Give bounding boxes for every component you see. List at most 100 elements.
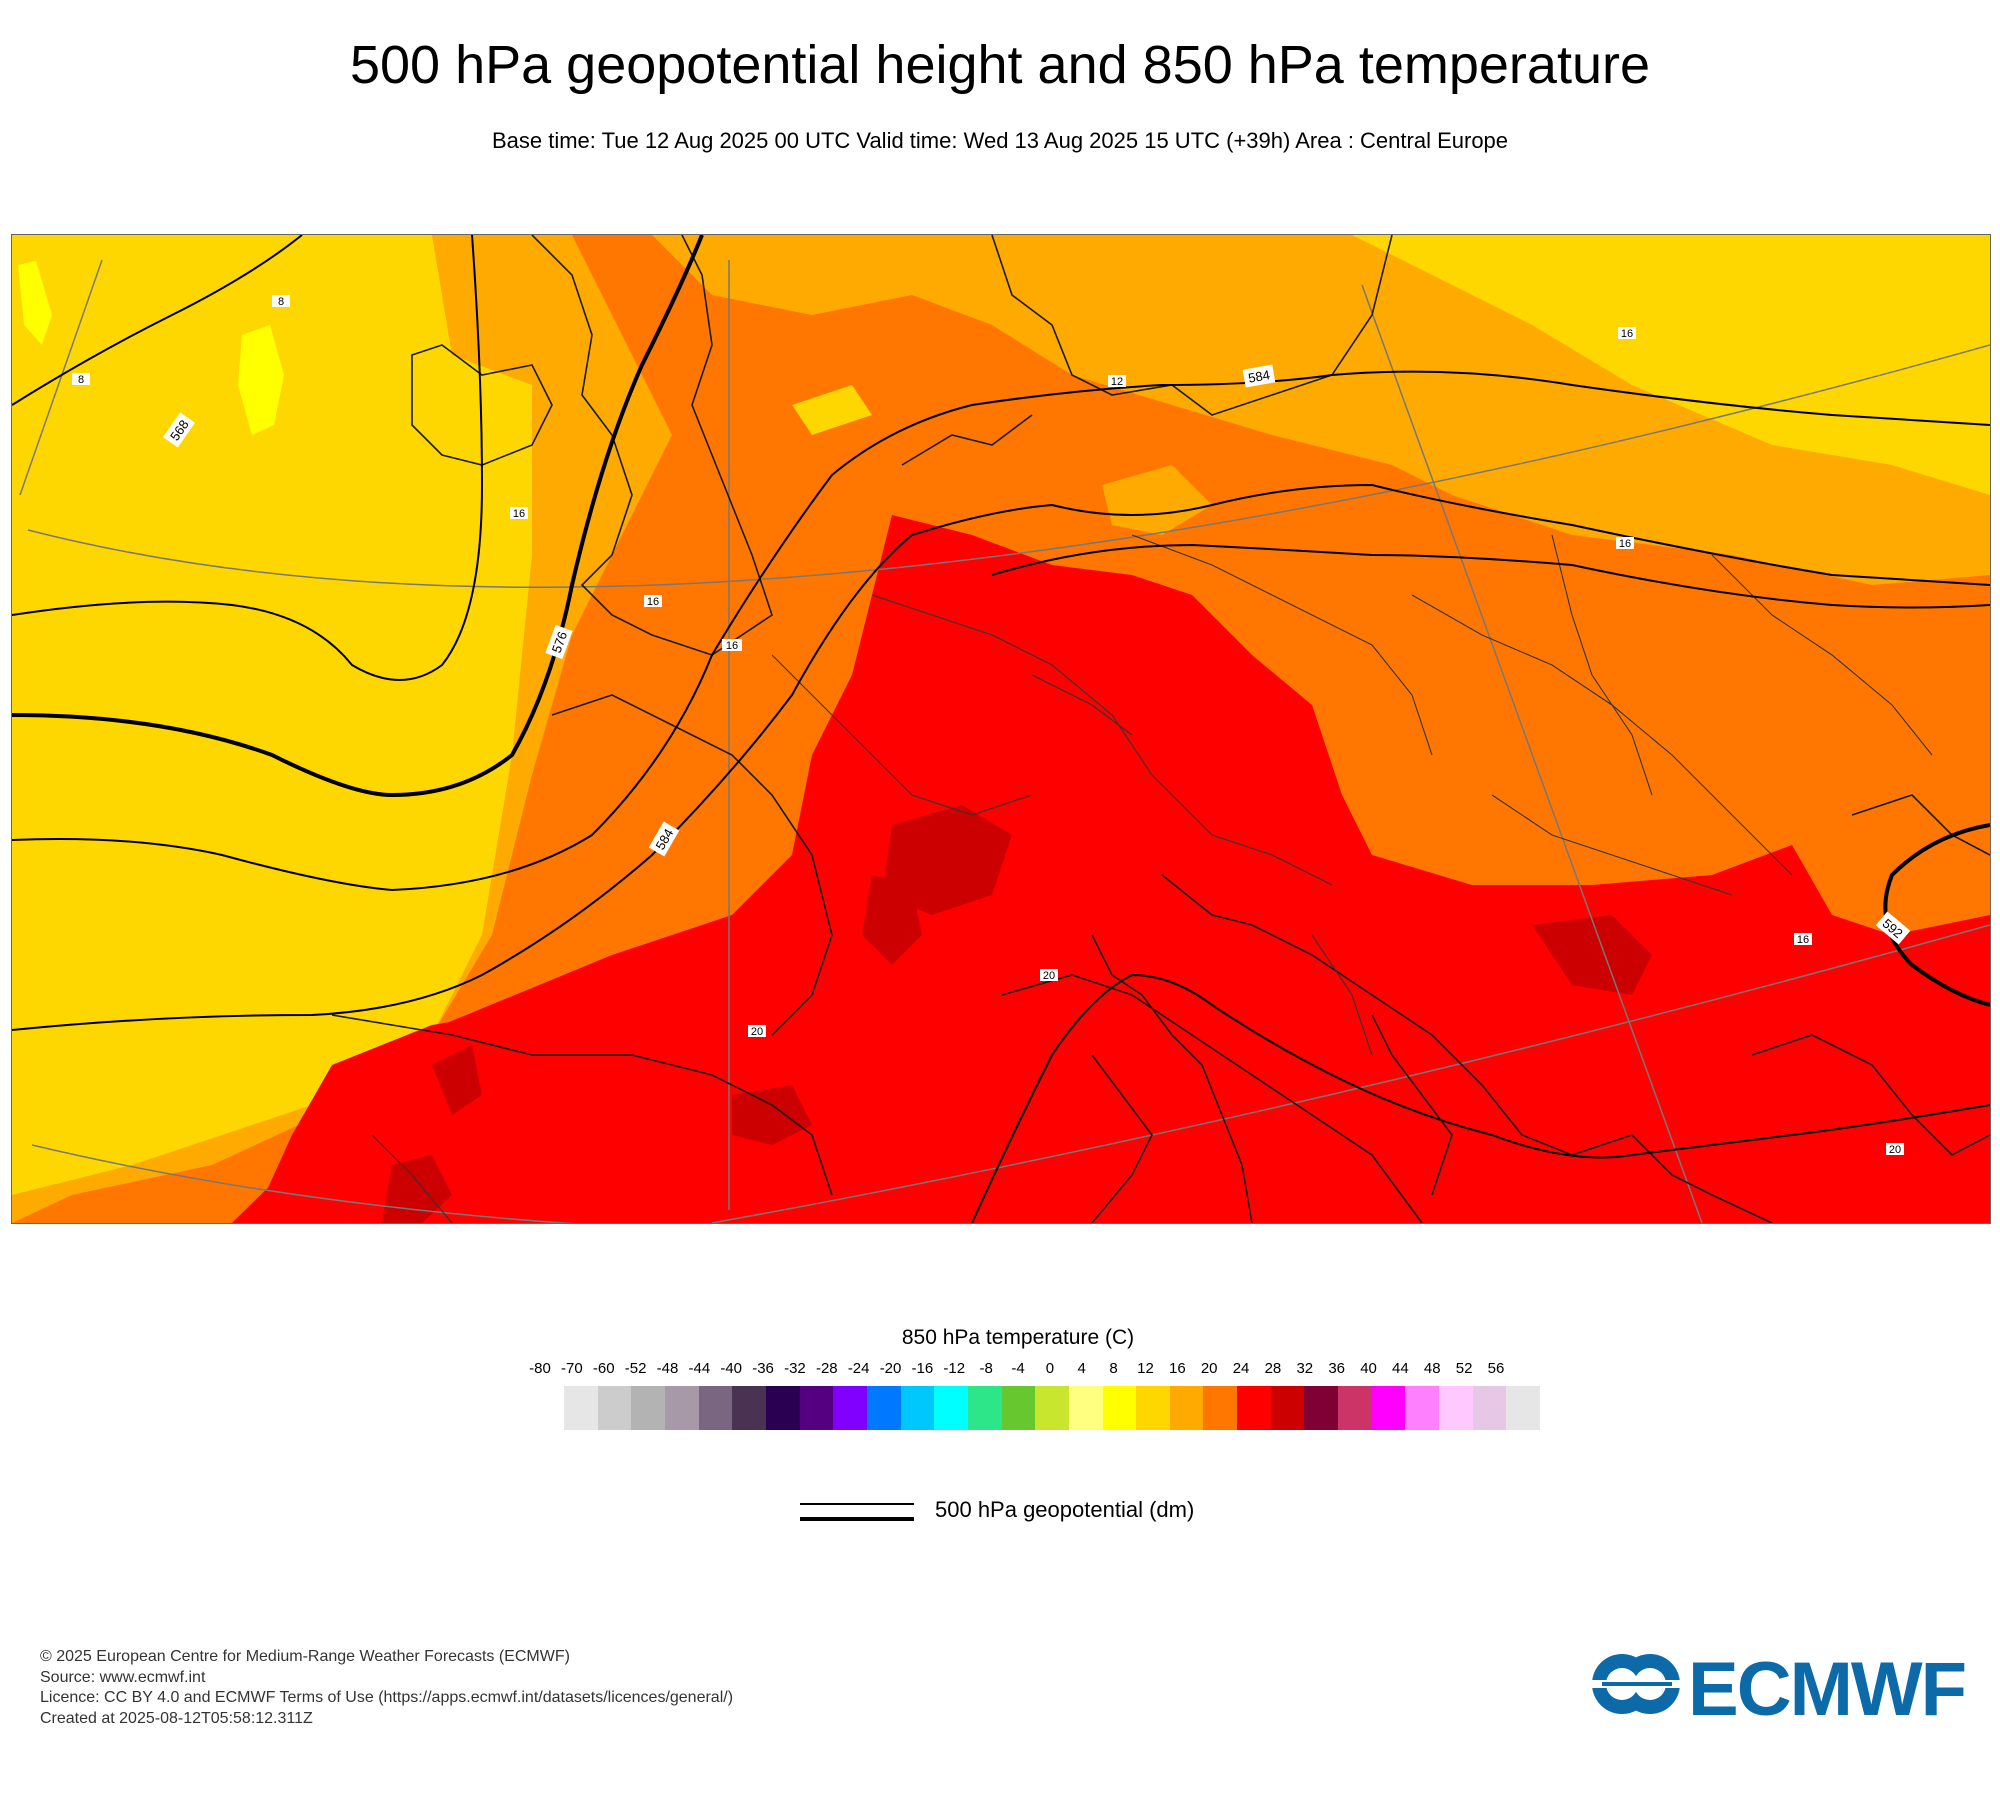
colorbar-tick-label: -48 (656, 1360, 679, 1377)
footer-credits: © 2025 European Centre for Medium-Range … (40, 1647, 733, 1729)
colorbar-tick-label: -52 (624, 1360, 647, 1377)
isotherm-label-20b: 20 (751, 1026, 763, 1038)
colorbar-tick-label: -36 (752, 1360, 774, 1377)
colorbar-tick-label: -32 (784, 1360, 806, 1377)
isotherm-label-8a: 8 (78, 374, 84, 386)
contour-584-mid (991, 543, 1990, 609)
isotherm-label-16c: 16 (726, 640, 738, 652)
colorbar-tick-label: 48 (1423, 1360, 1441, 1377)
coastlines (331, 235, 1990, 1223)
colorbar-swatch (732, 1386, 766, 1430)
colorbar-tick-label: -60 (592, 1360, 615, 1377)
temp-field-12-16-blob (1102, 465, 1212, 535)
colorbar-tick-label: -16 (911, 1360, 934, 1377)
contour-label-584a: 584 (1247, 367, 1271, 386)
chart-title: 500 hPa geopotential height and 850 hPa … (349, 35, 1650, 95)
colorbar-swatch (1338, 1386, 1372, 1430)
isotherm-label-16b: 16 (647, 596, 659, 608)
colorbar-swatch (934, 1386, 968, 1430)
colorbar-tick-label: 32 (1296, 1360, 1314, 1377)
colorbar-swatch (631, 1386, 665, 1430)
temp-field-8-12-blob (792, 385, 872, 435)
contour-592 (971, 973, 1990, 1223)
colorbar-tick-label: 0 (1045, 1360, 1055, 1377)
isotherm-labels: 8 8 16 16 16 16 12 16 16 20 20 20 (72, 295, 1904, 1156)
colorbar-tick-label: -70 (561, 1360, 583, 1377)
footer-created: Created at 2025-08-12T05:58:12.311Z (40, 1709, 313, 1727)
colorbar-tick-label: 24 (1232, 1360, 1250, 1377)
isotherm-label-20a: 20 (1043, 970, 1055, 982)
temp-field-4-8-patch2 (18, 261, 52, 345)
colorbar-swatch (597, 1386, 632, 1430)
colorbar-tick-label: -4 (1011, 1360, 1025, 1377)
colorbar-swatch (866, 1386, 901, 1430)
temp-field-8-12-east (1352, 235, 1990, 495)
isotherm-label-16a: 16 (513, 508, 525, 520)
contour-576 (12, 235, 704, 798)
temp-field-24-28-france (862, 875, 922, 965)
footer-licence: Licence: CC BY 4.0 and ECMWF Terms of Us… (40, 1689, 734, 1706)
colorbar-swatch (664, 1386, 699, 1430)
colorbar-tick-labels: -80 -70 -60 -52 -48 -44 -40 -36 -32 -28 -24 -20 -16-… (529, 1360, 1506, 1380)
colorbar-swatch (1136, 1386, 1170, 1430)
colorbar-swatch (799, 1386, 834, 1430)
temp-field-24-28-alps (882, 805, 1012, 915)
colorbar-tick-label: 56 (1487, 1360, 1505, 1377)
colorbar-swatch (1068, 1386, 1103, 1430)
colorbar-tick-label: 8 (1109, 1360, 1118, 1377)
colorbar-tick-label: -20 (879, 1360, 902, 1377)
contour-584 (12, 483, 1990, 1031)
contour-576b (12, 370, 1990, 892)
ecmwf-logo-mark (1590, 1654, 1682, 1714)
footer-copyright: © 2025 European Centre for Medium-Range … (40, 1648, 570, 1665)
isotherm-label-8b: 8 (278, 296, 284, 308)
ecmwf-logo-text: ECMWF (1688, 1647, 1967, 1732)
contour-label-576: 576 (549, 629, 571, 655)
colorbar-tick-label: 52 (1455, 1360, 1473, 1377)
isotherm-label-12: 16 (1621, 328, 1633, 340)
colorbar-tick-label: 4 (1077, 1360, 1086, 1377)
colorbar-swatch (900, 1386, 935, 1430)
footer-source: Source: www.ecmwf.int (40, 1668, 206, 1686)
colorbar-tick-label: 12 (1137, 1360, 1154, 1377)
colorbar-swatch (833, 1386, 867, 1430)
colorbar-title: 850 hPa temperature (C) (901, 1326, 1135, 1349)
colorbar-tick-label: -24 (847, 1360, 870, 1377)
temp-field-24-28-spain-s (382, 1155, 452, 1223)
contour-labels: 568 576 584 584 592 (163, 364, 1911, 945)
geopotential-legend: 500 hPa geopotential (dm) (800, 1497, 1300, 1537)
colorbar-tick-label: 20 (1200, 1360, 1218, 1377)
colorbar-tick-label: 16 (1168, 1360, 1186, 1377)
chart-subtitle: Base time: Tue 12 Aug 2025 00 UTC Valid … (491, 128, 1509, 153)
colorbar-swatches (564, 1386, 1541, 1430)
colorbar-tick-label: -40 (720, 1360, 743, 1377)
temp-field-8-12-west (12, 235, 532, 1195)
geopotential-contours (12, 235, 1990, 1223)
isotherm-label-16d: 12 (1111, 376, 1123, 388)
legend-thick-line (800, 1517, 914, 1521)
colorbar-swatch (1472, 1386, 1507, 1430)
isotherm-label-20c: 20 (1889, 1144, 1901, 1156)
temperature-colorbar: 850 hPa temperature (C) -80 -70 -60 -52 -48-… (529, 1322, 1541, 1432)
graticule (19, 259, 1990, 1223)
contour-568 (12, 235, 303, 406)
colorbar-swatch (1035, 1386, 1069, 1430)
colorbar-swatch (765, 1386, 800, 1430)
colorbar-tick-label: -80 (529, 1360, 551, 1377)
colorbar-swatch (1439, 1386, 1473, 1430)
colorbar-swatch (1102, 1386, 1137, 1430)
colorbar-tick-label: -44 (688, 1360, 711, 1377)
colorbar-swatch (1001, 1386, 1036, 1430)
colorbar-swatch (1270, 1386, 1305, 1430)
borders (371, 534, 1933, 1223)
colorbar-swatch (564, 1386, 598, 1430)
colorbar-tick-label: 36 (1328, 1360, 1345, 1377)
geopotential-legend-lines (800, 1501, 914, 1525)
temp-field-24-28-iberia (432, 1045, 482, 1115)
temp-field-4-8-patch (238, 325, 284, 435)
colorbar-swatch (1304, 1386, 1339, 1430)
colorbar-tick-label: -8 (979, 1360, 993, 1377)
colorbar-tick-label: 44 (1392, 1360, 1409, 1377)
temp-field-24-28-balkan (1532, 915, 1652, 995)
colorbar-swatch (1203, 1386, 1238, 1430)
